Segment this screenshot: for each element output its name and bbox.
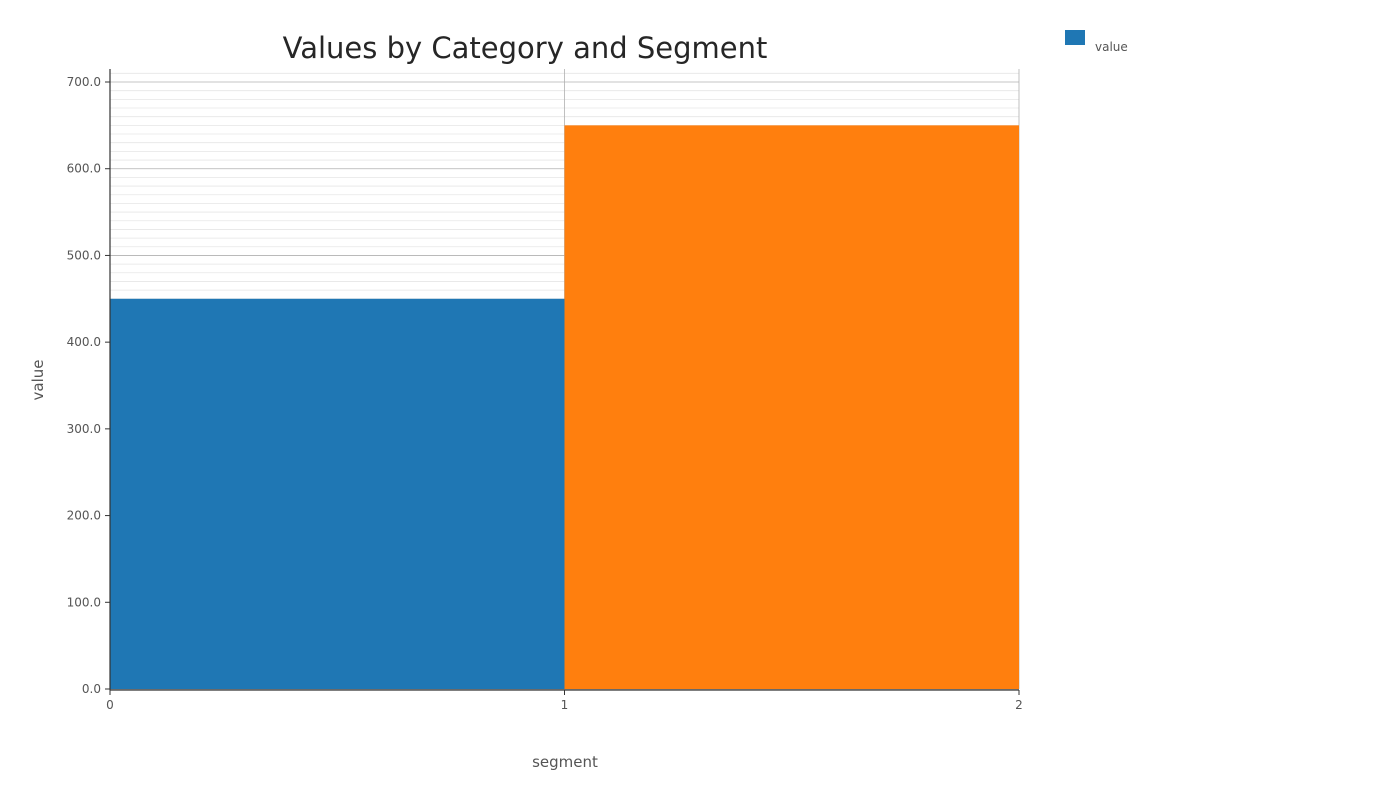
legend: value [1065,30,1128,54]
y-tick-label: 400.0 [67,335,101,349]
legend-label: value [1095,40,1128,54]
y-tick-label: 200.0 [67,509,101,523]
x-axis-ticks: 0 1 2 [106,690,1023,712]
y-tick-label: 600.0 [67,162,101,176]
x-tick-label: 1 [561,698,569,712]
y-tick-label: 500.0 [67,248,101,262]
bar-segment-1 [564,125,1019,689]
y-tick-label: 0.0 [82,682,101,696]
y-tick-label: 700.0 [67,75,101,89]
y-axis-label: value [29,360,47,401]
y-tick-label: 300.0 [67,422,101,436]
y-axis-ticks: 0.0 100.0 200.0 300.0 400.0 500.0 600.0 700.0 [67,75,110,696]
bars [110,125,1019,689]
x-tick-label: 2 [1015,698,1023,712]
bar-segment-0 [110,298,565,689]
chart-title: Values by Category and Segment [283,31,768,65]
y-tick-label: 100.0 [67,595,101,609]
x-tick-label: 0 [106,698,114,712]
legend-swatch [1065,30,1085,45]
x-axis-label: segment [532,753,598,771]
